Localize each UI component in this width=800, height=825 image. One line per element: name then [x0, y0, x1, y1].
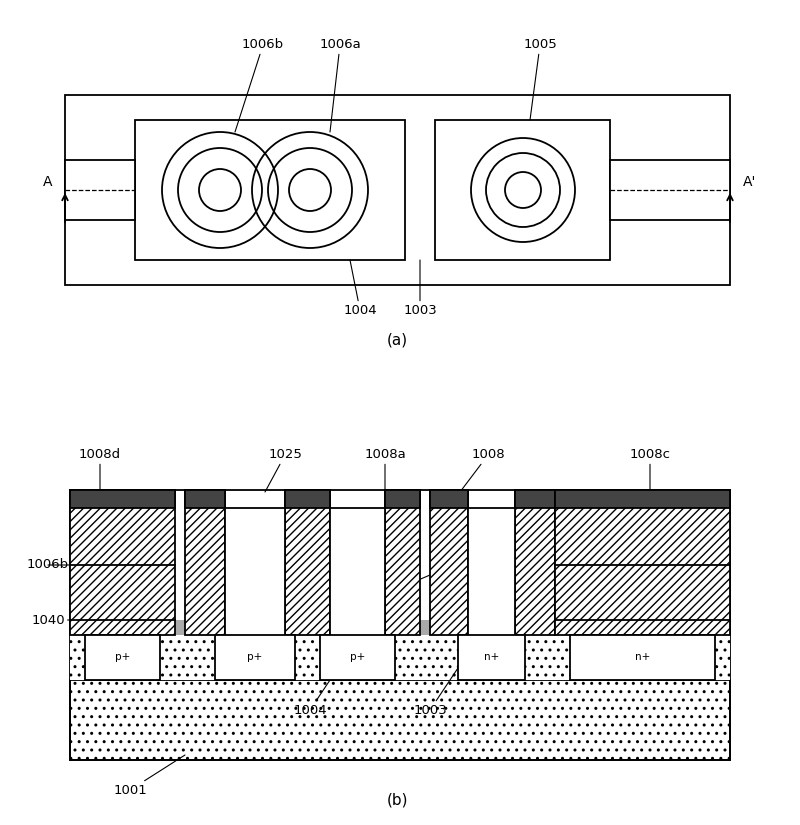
Bar	[65, 160, 135, 220]
Bar	[65, 95, 730, 285]
Bar	[215, 635, 295, 680]
Bar	[555, 490, 730, 508]
Bar	[85, 635, 160, 680]
Bar	[285, 490, 330, 508]
Bar	[330, 508, 385, 635]
Text: 1006a: 1006a	[374, 575, 430, 596]
Bar	[515, 490, 555, 635]
Bar	[70, 490, 175, 635]
Text: p+: p+	[247, 653, 262, 662]
Text: 1004: 1004	[343, 260, 377, 317]
Text: 1003: 1003	[413, 665, 460, 716]
Text: n+: n+	[635, 653, 650, 662]
Text: 1006b: 1006b	[235, 39, 284, 132]
Text: 1004: 1004	[293, 665, 340, 716]
Bar	[285, 490, 330, 635]
Bar	[435, 120, 610, 260]
Text: p+: p+	[115, 653, 130, 662]
Bar	[555, 490, 730, 635]
Bar	[185, 490, 225, 508]
Text: 1008: 1008	[460, 449, 505, 492]
Text: 1003: 1003	[403, 260, 437, 317]
Text: (b): (b)	[386, 793, 408, 808]
Bar	[70, 490, 175, 508]
Text: A': A'	[743, 175, 757, 189]
Text: 1040: 1040	[31, 614, 70, 626]
Text: 1005: 1005	[660, 534, 697, 555]
Bar	[570, 635, 715, 680]
Text: 1005: 1005	[523, 39, 557, 120]
Bar	[70, 680, 730, 760]
Bar	[70, 620, 730, 635]
Text: 1008a: 1008a	[364, 449, 406, 492]
Bar	[515, 490, 555, 508]
Bar	[320, 635, 395, 680]
Text: 1006b: 1006b	[27, 559, 70, 572]
Bar	[610, 160, 730, 220]
Text: 1025: 1025	[265, 449, 302, 492]
Text: 1008c: 1008c	[630, 449, 670, 492]
Bar	[452, 635, 730, 680]
Bar	[468, 508, 515, 635]
Bar	[430, 490, 468, 508]
Bar	[225, 508, 285, 635]
Bar	[70, 635, 730, 680]
Bar	[135, 120, 405, 260]
Bar	[430, 490, 468, 635]
Bar	[70, 635, 452, 680]
Text: 1001: 1001	[113, 755, 185, 796]
Bar	[385, 490, 420, 508]
Bar	[185, 490, 225, 635]
Text: 1008d: 1008d	[79, 449, 121, 492]
Text: n+: n+	[484, 653, 499, 662]
Text: A: A	[43, 175, 53, 189]
Text: p+: p+	[350, 653, 365, 662]
Text: (a): (a)	[386, 332, 407, 347]
Bar	[385, 490, 420, 635]
Text: 1006a: 1006a	[319, 39, 361, 132]
Bar	[458, 635, 525, 680]
